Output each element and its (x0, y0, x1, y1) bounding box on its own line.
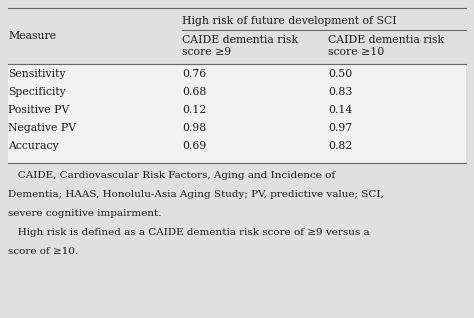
Bar (8, 8, 466, 64)
Text: 0.14: 0.14 (328, 105, 352, 115)
Text: 0.82: 0.82 (328, 141, 352, 151)
Text: Sensitivity: Sensitivity (8, 69, 65, 79)
Text: 0.50: 0.50 (328, 69, 352, 79)
Text: Positive PV: Positive PV (8, 105, 69, 115)
Text: Specificity: Specificity (8, 87, 66, 97)
Text: score of ≥10.: score of ≥10. (8, 247, 78, 256)
Text: Accuracy: Accuracy (8, 141, 59, 151)
Text: 0.76: 0.76 (182, 69, 206, 79)
Text: CAIDE dementia risk
score ≥10: CAIDE dementia risk score ≥10 (328, 35, 444, 58)
Text: CAIDE, Cardiovascular Risk Factors, Aging and Incidence of: CAIDE, Cardiovascular Risk Factors, Agin… (8, 171, 335, 180)
Text: High risk of future development of SCI: High risk of future development of SCI (182, 16, 397, 26)
Text: 0.69: 0.69 (182, 141, 206, 151)
Text: CAIDE dementia risk
score ≥9: CAIDE dementia risk score ≥9 (182, 35, 298, 58)
Text: 0.98: 0.98 (182, 123, 206, 133)
Text: 0.97: 0.97 (328, 123, 352, 133)
Text: Dementia; HAAS, Honolulu-Asia Aging Study; PV, predictive value; SCI,: Dementia; HAAS, Honolulu-Asia Aging Stud… (8, 190, 384, 199)
Text: 0.12: 0.12 (182, 105, 206, 115)
Text: severe cognitive impairment.: severe cognitive impairment. (8, 209, 162, 218)
Text: Measure: Measure (8, 31, 56, 41)
Text: Negative PV: Negative PV (8, 123, 76, 133)
Bar (8, 64, 466, 163)
Text: High risk is defined as a CAIDE dementia risk score of ≥9 versus a: High risk is defined as a CAIDE dementia… (8, 228, 370, 237)
Text: 0.83: 0.83 (328, 87, 352, 97)
Text: 0.68: 0.68 (182, 87, 206, 97)
